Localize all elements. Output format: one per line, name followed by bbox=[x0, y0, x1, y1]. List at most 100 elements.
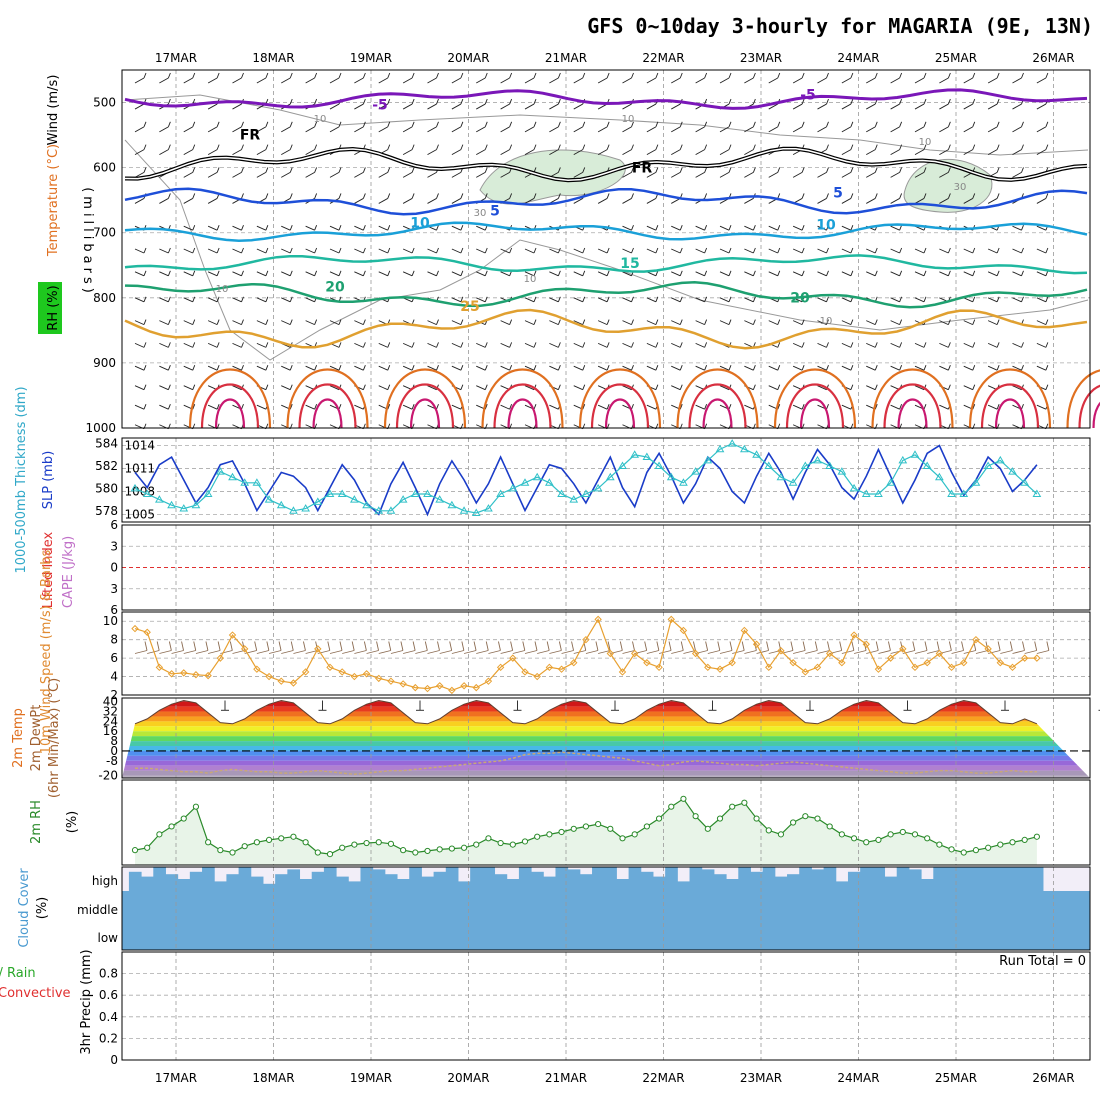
wind-barb-flag bbox=[509, 121, 513, 128]
wind10-barb-flag bbox=[461, 641, 465, 651]
wind-barb bbox=[671, 77, 681, 84]
wind-barb-flag bbox=[1021, 121, 1024, 128]
thermal-dome bbox=[604, 398, 636, 429]
wind-barb bbox=[183, 198, 193, 204]
wind10-point bbox=[606, 649, 615, 658]
wind-barb-flag bbox=[704, 72, 708, 79]
wind10-barb bbox=[927, 650, 940, 654]
wind-barb-flag bbox=[436, 144, 439, 150]
wind-barb-flag bbox=[265, 144, 269, 150]
rh2m-point bbox=[558, 828, 565, 836]
wind-barb-flag bbox=[216, 319, 220, 325]
wind10-barb bbox=[256, 650, 269, 654]
wind-barb bbox=[597, 297, 608, 303]
wind-barb-flag bbox=[167, 98, 171, 105]
wind-barb-flag bbox=[167, 384, 171, 390]
wind-barb bbox=[890, 365, 900, 371]
wind-barb bbox=[914, 248, 925, 254]
wind-barb-flag bbox=[362, 225, 366, 231]
wind-barb-flag bbox=[1021, 225, 1024, 231]
wind-barb-flag bbox=[899, 167, 903, 173]
wind-barb-flag bbox=[728, 225, 732, 231]
wind-barb bbox=[744, 248, 754, 254]
wind-barb-flag bbox=[850, 121, 854, 128]
wind-barb bbox=[866, 77, 876, 84]
wind-barb bbox=[256, 126, 267, 133]
wind-barb-flag bbox=[752, 72, 756, 79]
thickness-point bbox=[752, 450, 761, 458]
upper-ytick-700: 700 bbox=[93, 226, 116, 240]
wind-barb-flag bbox=[216, 404, 220, 410]
wind-barb-flag bbox=[143, 342, 147, 348]
wind-barb-flag bbox=[655, 144, 659, 150]
wind-barb bbox=[939, 365, 949, 371]
wind-barb bbox=[914, 103, 925, 110]
wind-barb-flag bbox=[655, 167, 659, 173]
wind-barb-flag bbox=[387, 404, 391, 410]
rh2m-point bbox=[217, 847, 224, 854]
wind-barb bbox=[134, 198, 145, 204]
wind-barb-flag bbox=[826, 225, 829, 231]
wind-barb-flag bbox=[314, 121, 318, 128]
chart-title: GFS 0~10day 3-hourly for MAGARIA (9E, 13… bbox=[587, 14, 1093, 38]
wind-barb bbox=[890, 320, 900, 326]
wind-barb bbox=[134, 126, 145, 133]
wind-barb-flag bbox=[533, 98, 537, 105]
thickness-point bbox=[959, 489, 969, 497]
wind10-barb bbox=[329, 650, 343, 654]
cloud-high-bar bbox=[226, 874, 240, 891]
wind-barb-flag bbox=[265, 364, 269, 371]
cloud-high-bar bbox=[165, 874, 179, 891]
rh2m-point bbox=[741, 799, 748, 806]
wind10-point bbox=[728, 659, 736, 667]
wind-barb bbox=[597, 271, 608, 277]
wind-barb-flag bbox=[947, 121, 951, 128]
rh2m-point bbox=[497, 839, 504, 847]
rh-contour-10-high bbox=[124, 94, 1089, 156]
thickness-point bbox=[569, 495, 579, 503]
wind10-barb bbox=[159, 650, 172, 654]
rh-label-1: 10 bbox=[622, 114, 635, 125]
wind10-barb-flag bbox=[1046, 641, 1050, 651]
wind-barb-flag bbox=[826, 319, 829, 325]
wind-barb-flag bbox=[436, 225, 439, 231]
wind-barb bbox=[597, 248, 608, 254]
thermal-dome bbox=[507, 398, 538, 429]
wind10-barb-flag bbox=[522, 641, 526, 651]
isotherm-label-7: 10 bbox=[816, 217, 836, 233]
wind-barb bbox=[573, 248, 583, 254]
wind-barb bbox=[744, 149, 754, 156]
cloud-high-bar bbox=[445, 867, 459, 891]
rh2m-point bbox=[899, 828, 906, 836]
wind-barb-flag bbox=[582, 319, 586, 325]
wind-barb-flag bbox=[631, 121, 634, 128]
wind-barb bbox=[768, 225, 778, 231]
isotherm-15 bbox=[124, 254, 1088, 275]
wind-barb bbox=[963, 320, 973, 326]
wind10-barb bbox=[988, 650, 1001, 654]
wind-barb bbox=[232, 297, 242, 303]
wind-barb-flag bbox=[509, 193, 513, 199]
wind-barb bbox=[939, 248, 949, 254]
wind-barb bbox=[1036, 365, 1047, 371]
wind-barb-flag bbox=[216, 296, 220, 302]
wind-barb-flag bbox=[241, 364, 244, 371]
wind-barb-flag bbox=[387, 364, 391, 371]
temp-band-15 bbox=[122, 770, 1090, 776]
wind-barb-flag bbox=[387, 225, 391, 231]
wind-barb-flag bbox=[362, 364, 366, 371]
wind-barb bbox=[207, 271, 218, 277]
wind-barb bbox=[159, 198, 169, 204]
wind-barb bbox=[573, 365, 583, 371]
thk-tick-582: 582 bbox=[95, 459, 118, 473]
wind-barb-flag bbox=[777, 247, 781, 254]
wind10-barb-flag bbox=[1034, 641, 1038, 651]
wind-barb-flag bbox=[387, 193, 391, 199]
wind-barb-flag bbox=[679, 144, 683, 150]
wind-barb bbox=[134, 248, 145, 254]
label-wind: Wind (m/s) bbox=[46, 75, 61, 146]
wind-barb-flag bbox=[167, 193, 171, 199]
wind10-barb bbox=[500, 650, 513, 654]
wind-barb bbox=[866, 172, 876, 178]
